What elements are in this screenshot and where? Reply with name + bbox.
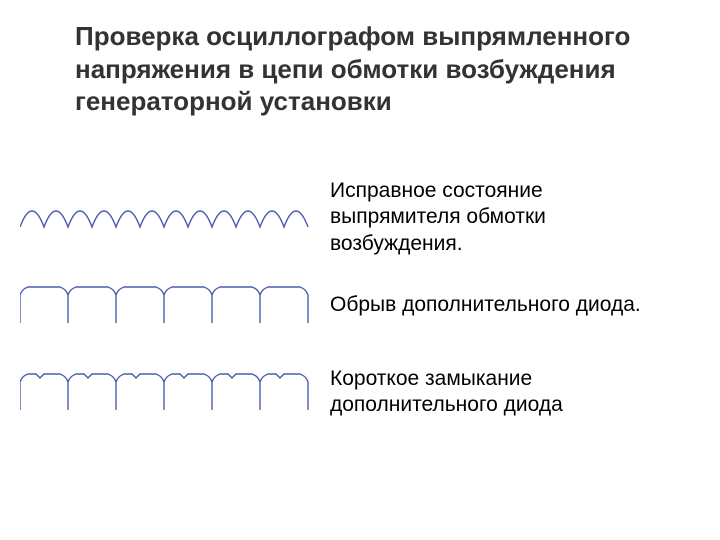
waveform-short-diode — [20, 362, 310, 422]
waveform-row: Исправное состояние выпрямителя обмотки … — [20, 178, 660, 257]
waveform-path — [20, 211, 308, 227]
waveform-row: Обрыв дополнительного диода. — [20, 275, 660, 335]
waveform-normal — [20, 187, 310, 247]
waveform-row: Короткое замыкание дополнительного диода — [20, 362, 660, 422]
waveform-open-diode — [20, 275, 310, 335]
waveform-path — [20, 374, 308, 410]
page-title: Проверка осциллографом выпрямленного нап… — [75, 20, 655, 118]
waveform-label: Обрыв дополнительного диода. — [330, 292, 660, 318]
waveform-label: Исправное состояние выпрямителя обмотки … — [330, 178, 660, 257]
waveform-label: Короткое замыкание дополнительного диода — [330, 366, 660, 419]
waveform-path — [20, 287, 308, 323]
